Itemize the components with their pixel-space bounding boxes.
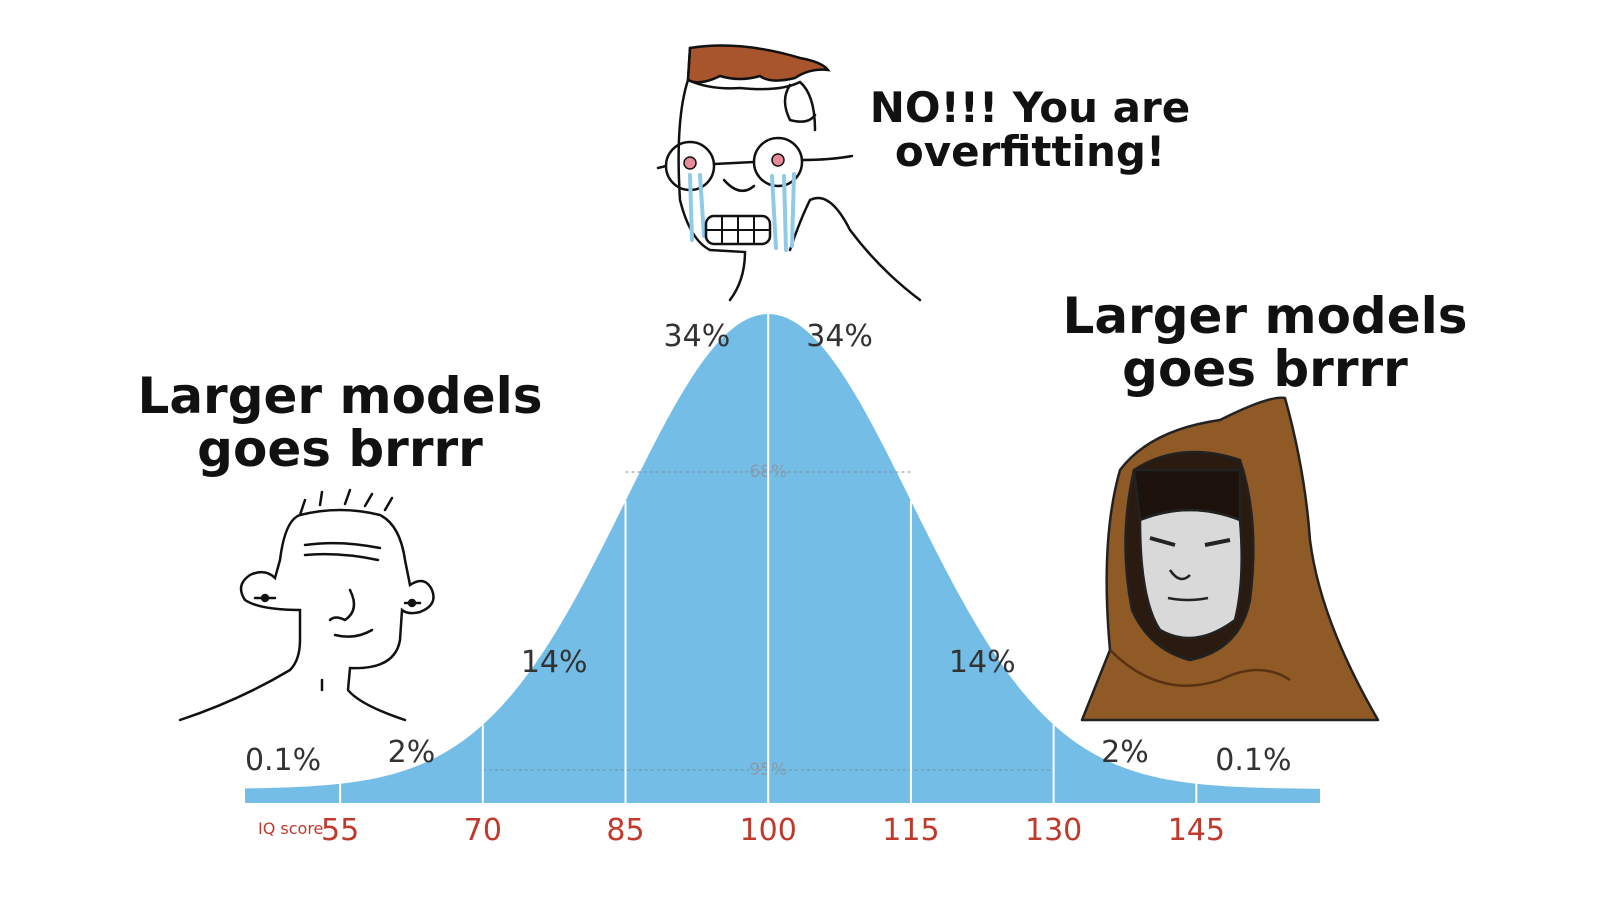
left-caption: Larger models goes brrrr (130, 370, 550, 475)
x-tick-label: 145 (1168, 813, 1225, 848)
region-percent-label: 34% (664, 319, 731, 354)
x-axis-label: IQ score (258, 819, 323, 838)
right-caption-line-2: goes brrrr (1122, 339, 1408, 398)
x-tick-label: 70 (464, 813, 502, 848)
region-percent-label: 14% (949, 645, 1016, 680)
left-caption-line-2: goes brrrr (197, 419, 483, 478)
region-percent-label: 2% (1101, 735, 1149, 770)
bell-curve-area (245, 314, 1320, 803)
right-caption: Larger models goes brrrr (1060, 290, 1470, 395)
region-percent-label: 34% (806, 319, 873, 354)
x-tick-label: 100 (740, 813, 797, 848)
region-percent-label: 0.1% (245, 743, 321, 778)
center-caption: NO!!! You are overfitting! (860, 83, 1200, 177)
region-percent-label: 0.1% (1215, 743, 1291, 778)
crying-nerd-wojak-character-image (656, 44, 922, 302)
x-tick-label: 85 (606, 813, 644, 848)
x-tick-label: 115 (882, 813, 939, 848)
center-caption-line-2: overfitting! (894, 127, 1166, 177)
center-caption-line-1: NO!!! You are (869, 83, 1191, 132)
x-tick-label: 55 (321, 813, 359, 848)
right-caption-line-1: Larger models (1062, 287, 1468, 345)
region-percent-label: 14% (521, 645, 588, 680)
hooded-character-image (1080, 396, 1380, 722)
region-percent-label: 2% (388, 735, 436, 770)
simple-wojak-character-image (178, 488, 435, 722)
x-tick-label: 130 (1025, 813, 1082, 848)
left-caption-line-1: Larger models (137, 367, 543, 425)
